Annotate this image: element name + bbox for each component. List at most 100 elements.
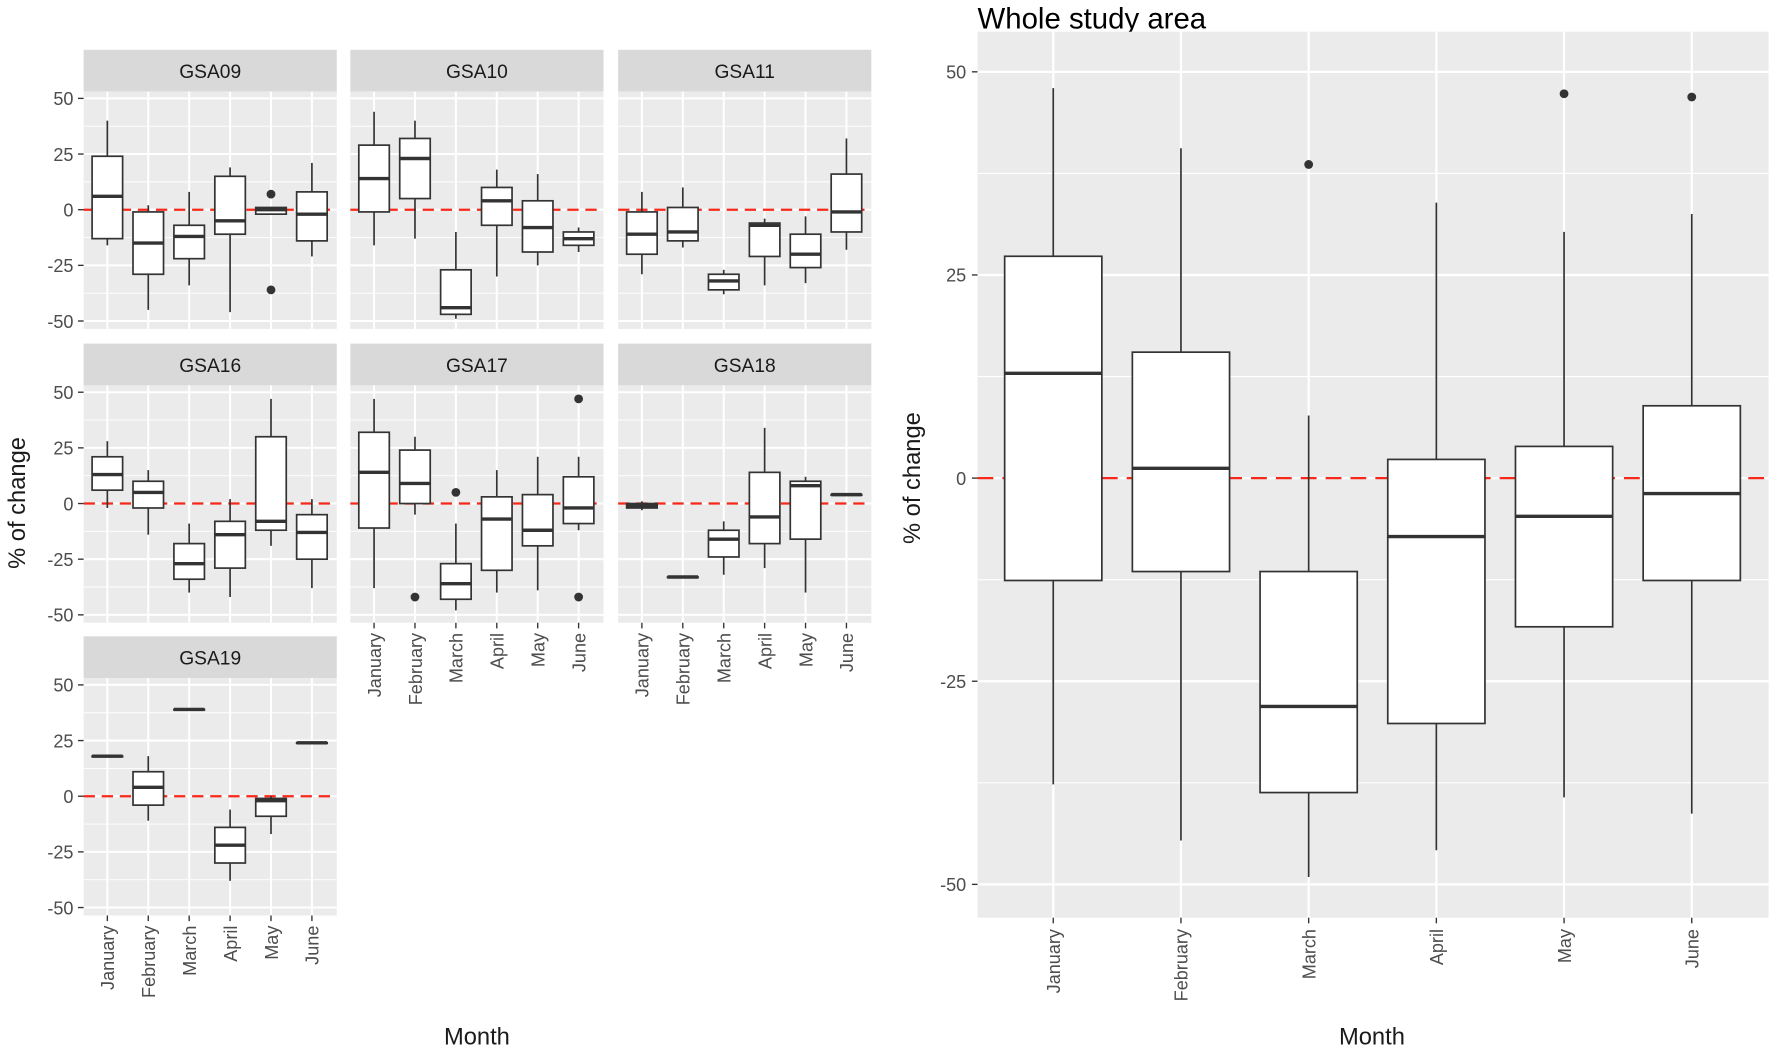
- box-iqr: [521, 493, 554, 547]
- box-iqr: [398, 137, 432, 200]
- x-tick-label: June: [569, 633, 589, 672]
- x-tick-label: June: [1683, 929, 1703, 968]
- facet-strip: [83, 49, 337, 92]
- faceted-boxplots: GSA09 50 25 0 -25 -50 GSA10 GSA11 GSA16 50 25 0 -25 -…: [5, 49, 872, 1050]
- y-tick-label: 0: [63, 200, 73, 220]
- y-tick-label: -25: [47, 843, 73, 863]
- y-tick-label: 0: [63, 494, 73, 514]
- facet-strip: [618, 49, 872, 92]
- facet-panel-gsa17: GSA17 January February March April May June: [350, 343, 604, 705]
- facet-panel-gsa11: GSA11: [618, 49, 872, 329]
- box-iqr: [789, 233, 822, 269]
- box-iqr: [707, 529, 740, 558]
- outlier-point: [410, 592, 420, 602]
- x-tick-label: February: [1172, 929, 1192, 1001]
- y-tick-label: -25: [47, 256, 73, 276]
- box-iqr: [1131, 351, 1231, 573]
- box-iqr: [562, 475, 595, 525]
- box-iqr: [357, 431, 391, 529]
- box-iqr: [398, 449, 432, 505]
- y-tick-label: 25: [53, 439, 73, 459]
- chart-title: Whole study area: [978, 2, 1207, 35]
- box-iqr: [295, 191, 329, 242]
- facet-strip-label: GSA11: [714, 62, 774, 83]
- x-axis-title: Month: [444, 1024, 510, 1050]
- x-tick-label: February: [406, 633, 426, 705]
- box-iqr: [213, 520, 247, 569]
- x-tick-label: February: [674, 633, 694, 705]
- box-iqr: [213, 175, 247, 236]
- x-tick-label: March: [1299, 929, 1319, 979]
- y-tick-label: 0: [956, 469, 966, 489]
- facet-panel-gsa18: GSA18 January February March April May June: [618, 343, 872, 705]
- x-tick-label: January: [98, 926, 118, 990]
- x-tick-label: May: [528, 633, 548, 667]
- box-iqr: [132, 480, 165, 509]
- outlier-point: [1559, 89, 1569, 99]
- box-iqr: [1003, 255, 1103, 582]
- facet-strip-label: GSA16: [179, 356, 241, 377]
- y-tick-label: -25: [940, 672, 966, 692]
- facet-panel-gsa16: GSA16 50 25 0 -25 -50: [47, 343, 337, 626]
- box-iqr: [830, 173, 863, 233]
- facet-panel-gsa09: GSA09 50 25 0 -25 -50: [47, 49, 337, 332]
- box-iqr: [173, 542, 206, 581]
- y-tick-label: 25: [53, 145, 73, 165]
- outlier-point: [574, 592, 584, 602]
- box-iqr: [439, 562, 472, 601]
- x-tick-label: May: [796, 633, 816, 667]
- outlier-point: [574, 394, 584, 404]
- facet-strip-label: GSA09: [179, 62, 241, 83]
- x-tick-label: April: [221, 926, 241, 962]
- y-tick-label: 25: [53, 731, 73, 751]
- y-tick-label: 50: [53, 89, 73, 109]
- x-tick-label: March: [714, 633, 734, 683]
- x-tick-label: January: [365, 633, 385, 697]
- whole-study-area-boxplot: Whole study area 50 25 0 -25 -50 January Februa…: [900, 2, 1769, 1050]
- outlier-point: [1304, 160, 1314, 169]
- x-tick-label: April: [755, 633, 775, 669]
- box-iqr: [1514, 445, 1614, 628]
- x-tick-label: January: [1044, 929, 1064, 993]
- x-tick-label: May: [262, 926, 282, 960]
- facet-strip-label: GSA19: [179, 649, 241, 670]
- facet-strip-label: GSA18: [714, 356, 776, 377]
- facet-panel-gsa19: GSA19 50 25 0 -25 -50 January February March Apri…: [47, 636, 337, 998]
- x-tick-label: April: [1427, 929, 1447, 965]
- box-iqr: [173, 224, 206, 260]
- x-tick-label: January: [633, 633, 653, 697]
- x-tick-label: March: [447, 633, 467, 683]
- y-tick-label: 50: [53, 676, 73, 696]
- y-tick-label: 0: [63, 787, 73, 807]
- y-tick-label: -50: [47, 898, 73, 918]
- x-tick-label: May: [1555, 929, 1575, 963]
- x-tick-label: March: [180, 926, 200, 976]
- panel-background: [977, 31, 1769, 918]
- box-iqr: [295, 513, 329, 561]
- y-tick-label: -50: [940, 875, 966, 895]
- y-axis-title: % of change: [5, 437, 31, 569]
- box-iqr: [1259, 570, 1359, 794]
- box-iqr: [789, 480, 822, 540]
- y-tick-label: 50: [53, 383, 73, 403]
- box-iqr: [480, 496, 513, 572]
- outlier-point: [266, 285, 276, 295]
- box-iqr: [666, 206, 699, 242]
- y-axis-title: % of change: [900, 412, 926, 544]
- facet-panel-gsa10: GSA10: [350, 49, 604, 329]
- facet-strip: [350, 343, 604, 386]
- y-tick-label: -50: [47, 606, 73, 626]
- x-tick-label: June: [303, 926, 323, 965]
- facet-strip: [83, 636, 337, 679]
- y-tick-label: 25: [946, 266, 966, 286]
- facet-strip: [618, 343, 872, 386]
- x-tick-label: June: [837, 633, 857, 672]
- box-iqr: [254, 797, 288, 818]
- outlier-point: [1687, 92, 1697, 102]
- facet-strip: [350, 49, 604, 92]
- box-iqr: [748, 471, 781, 545]
- x-axis-title: Month: [1339, 1024, 1405, 1050]
- box-iqr: [254, 435, 288, 532]
- outlier-point: [266, 189, 276, 199]
- x-tick-label: February: [139, 926, 159, 998]
